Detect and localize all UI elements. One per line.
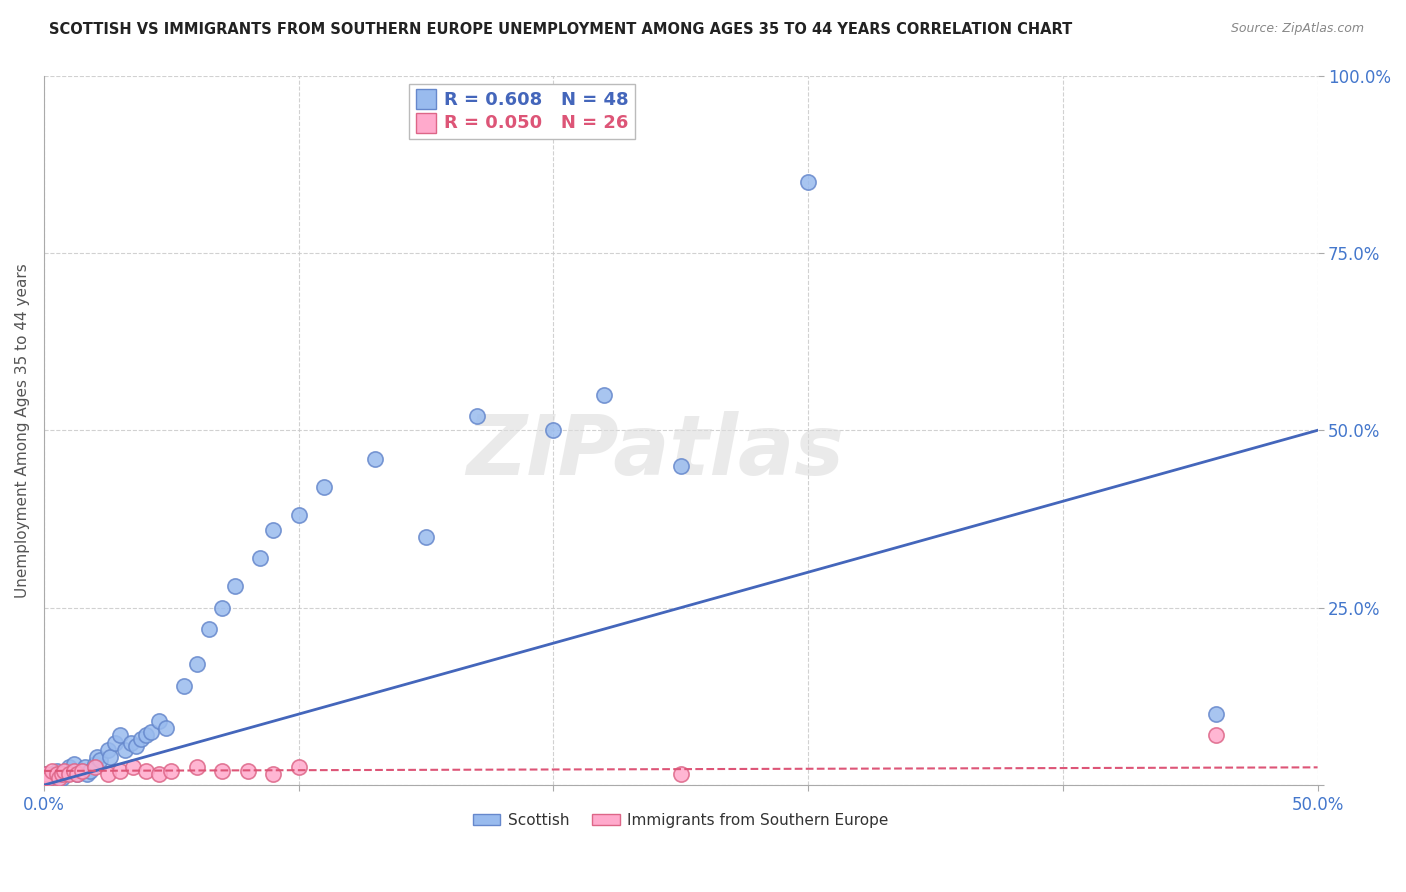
Point	[173, 679, 195, 693]
Point	[186, 657, 208, 672]
Point	[41, 767, 63, 781]
Point	[83, 760, 105, 774]
Point	[669, 458, 692, 473]
Point	[110, 728, 132, 742]
Point	[415, 530, 437, 544]
Point	[124, 739, 146, 753]
Point	[45, 767, 67, 781]
Point	[1205, 728, 1227, 742]
Point	[48, 771, 70, 785]
Point	[70, 764, 93, 778]
Point	[63, 764, 86, 778]
Point	[76, 767, 98, 781]
Point	[38, 771, 60, 785]
Point	[53, 767, 76, 781]
Point	[236, 764, 259, 778]
Point	[122, 760, 145, 774]
Point	[287, 508, 309, 523]
Point	[73, 760, 96, 774]
Point	[97, 767, 120, 781]
Point	[58, 767, 80, 781]
Point	[38, 771, 60, 785]
Y-axis label: Unemployment Among Ages 35 to 44 years: Unemployment Among Ages 35 to 44 years	[15, 263, 30, 598]
Point	[104, 735, 127, 749]
Text: Source: ZipAtlas.com: Source: ZipAtlas.com	[1230, 22, 1364, 36]
Point	[66, 767, 89, 781]
Point	[287, 760, 309, 774]
Point	[262, 523, 284, 537]
Point	[160, 764, 183, 778]
Point	[114, 742, 136, 756]
Point	[32, 767, 55, 781]
Point	[58, 764, 80, 778]
Point	[148, 714, 170, 729]
Point	[45, 764, 67, 778]
Point	[797, 175, 820, 189]
Point	[110, 764, 132, 778]
Point	[593, 388, 616, 402]
Point	[135, 764, 157, 778]
Point	[41, 764, 63, 778]
Point	[51, 767, 73, 781]
Point	[63, 756, 86, 771]
Point	[32, 771, 55, 785]
Point	[66, 767, 89, 781]
Point	[1205, 707, 1227, 722]
Point	[51, 771, 73, 785]
Point	[314, 480, 336, 494]
Legend: Scottish, Immigrants from Southern Europe: Scottish, Immigrants from Southern Europ…	[467, 807, 894, 834]
Point	[249, 551, 271, 566]
Point	[148, 767, 170, 781]
Point	[224, 579, 246, 593]
Point	[86, 749, 108, 764]
Point	[186, 760, 208, 774]
Point	[139, 724, 162, 739]
Point	[669, 767, 692, 781]
Text: SCOTTISH VS IMMIGRANTS FROM SOUTHERN EUROPE UNEMPLOYMENT AMONG AGES 35 TO 44 YEA: SCOTTISH VS IMMIGRANTS FROM SOUTHERN EUR…	[49, 22, 1073, 37]
Point	[364, 451, 387, 466]
Point	[262, 767, 284, 781]
Point	[53, 764, 76, 778]
Point	[211, 764, 233, 778]
Point	[135, 728, 157, 742]
Text: ZIPatlas: ZIPatlas	[467, 411, 844, 492]
Point	[120, 735, 142, 749]
Point	[465, 409, 488, 423]
Point	[155, 722, 177, 736]
Point	[89, 753, 111, 767]
Point	[97, 742, 120, 756]
Point	[58, 760, 80, 774]
Point	[129, 731, 152, 746]
Point	[32, 771, 55, 785]
Point	[79, 764, 101, 778]
Point	[70, 764, 93, 778]
Point	[211, 600, 233, 615]
Point	[98, 749, 121, 764]
Point	[198, 622, 221, 636]
Point	[543, 423, 565, 437]
Point	[48, 767, 70, 781]
Point	[83, 756, 105, 771]
Point	[35, 767, 58, 781]
